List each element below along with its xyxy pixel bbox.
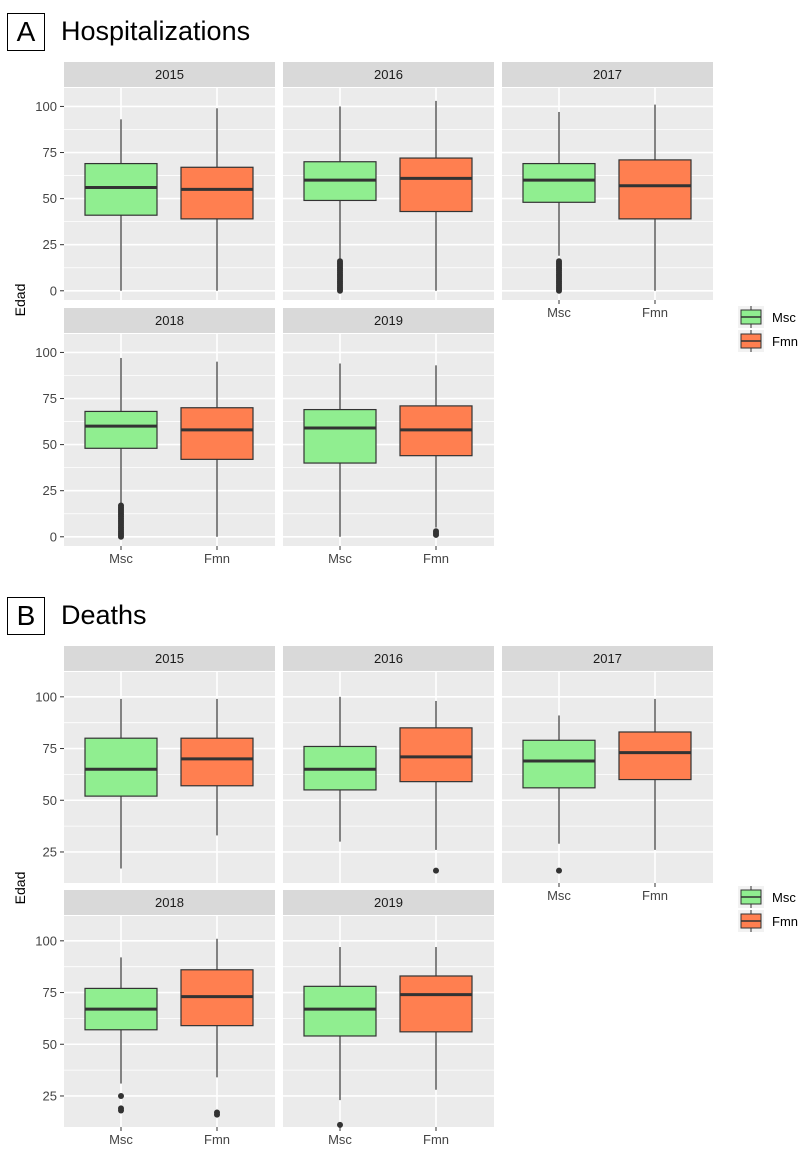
y-tick-label: 0 — [50, 283, 57, 298]
facet-strip — [283, 890, 494, 915]
box-fmn — [618, 159, 692, 220]
y-tick-label: 50 — [43, 191, 57, 206]
facet-label-2018: 2018 — [155, 313, 184, 328]
x-tick-label-msc: Msc — [328, 1132, 352, 1147]
box-fmn — [180, 737, 254, 787]
facet-strip — [64, 308, 275, 333]
outlier-point-msc — [556, 258, 562, 265]
y-tick-label: 25 — [43, 844, 57, 859]
outlier-point-msc — [337, 258, 343, 265]
box-msc — [84, 162, 158, 216]
outlier-point-fmn — [433, 528, 439, 535]
box-fmn — [180, 166, 254, 220]
panel-title-deaths: Deaths — [61, 600, 147, 630]
facet-label-2015: 2015 — [155, 67, 184, 82]
box-fmn — [399, 727, 473, 783]
facet-strip — [64, 646, 275, 671]
facet-strip — [283, 62, 494, 87]
panel-letter-a: A — [7, 13, 45, 51]
x-tick-label-fmn: Fmn — [423, 551, 449, 566]
legend-label-msc: Msc — [772, 310, 796, 325]
outlier-point-fmn — [214, 1109, 220, 1116]
outlier-point-fmn — [433, 867, 439, 874]
x-tick-label-fmn: Fmn — [423, 1132, 449, 1147]
legend-label-fmn: Fmn — [772, 914, 798, 929]
y-tick-label: 50 — [43, 1037, 57, 1052]
box-fmn — [399, 975, 473, 1033]
y-tick-label: 25 — [43, 237, 57, 252]
box-msc — [84, 410, 158, 449]
facet-strip — [502, 646, 713, 671]
outlier-point-msc — [118, 1105, 124, 1112]
outlier-point-msc — [118, 1092, 124, 1099]
x-tick-label-fmn: Fmn — [642, 888, 668, 903]
outlier-point-msc — [556, 867, 562, 874]
legend-label-fmn: Fmn — [772, 334, 798, 349]
legend-label-msc: Msc — [772, 890, 796, 905]
y-tick-label: 0 — [50, 529, 57, 544]
box-msc — [522, 162, 596, 203]
x-tick-label-msc: Msc — [109, 551, 133, 566]
facet-label-2019: 2019 — [374, 313, 403, 328]
y-tick-label: 75 — [43, 391, 57, 406]
facet-label-2019: 2019 — [374, 895, 403, 910]
box-fmn — [399, 157, 473, 213]
facet-strip — [64, 890, 275, 915]
y-tick-label: 50 — [43, 793, 57, 808]
y-tick-label: 50 — [43, 437, 57, 452]
y-tick-label: 25 — [43, 483, 57, 498]
facet-label-2017: 2017 — [593, 651, 622, 666]
facet-strip — [283, 646, 494, 671]
y-tick-label: 100 — [35, 933, 57, 948]
x-tick-label-msc: Msc — [328, 551, 352, 566]
facet-label-2018: 2018 — [155, 895, 184, 910]
y-tick-label: 100 — [35, 345, 57, 360]
box-fmn — [618, 731, 692, 781]
y-axis-label: Edad — [12, 284, 28, 317]
box-msc — [84, 737, 158, 797]
box-msc — [522, 739, 596, 789]
y-tick-label: 100 — [35, 689, 57, 704]
x-tick-label-msc: Msc — [547, 305, 571, 320]
x-tick-label-fmn: Fmn — [642, 305, 668, 320]
box-fmn — [180, 407, 254, 460]
y-tick-label: 25 — [43, 1088, 57, 1103]
x-tick-label-msc: Msc — [109, 1132, 133, 1147]
facet-label-2016: 2016 — [374, 67, 403, 82]
y-tick-label: 75 — [43, 145, 57, 160]
x-tick-label-msc: Msc — [547, 888, 571, 903]
outlier-point-msc — [118, 502, 124, 509]
outlier-point-msc — [337, 1121, 343, 1128]
box-msc — [303, 408, 377, 464]
facet-label-2016: 2016 — [374, 651, 403, 666]
panel-letter-b: B — [7, 597, 45, 635]
y-tick-label: 75 — [43, 985, 57, 1000]
y-tick-label: 75 — [43, 741, 57, 756]
facet-label-2015: 2015 — [155, 651, 184, 666]
x-tick-label-fmn: Fmn — [204, 1132, 230, 1147]
facet-label-2017: 2017 — [593, 67, 622, 82]
facet-strip — [64, 62, 275, 87]
y-tick-label: 100 — [35, 99, 57, 114]
box-msc — [303, 985, 377, 1037]
facet-strip — [502, 62, 713, 87]
x-tick-label-fmn: Fmn — [204, 551, 230, 566]
facet-strip — [283, 308, 494, 333]
y-axis-label: Edad — [12, 872, 28, 905]
panel-title-hospitalizations: Hospitalizations — [61, 16, 251, 46]
